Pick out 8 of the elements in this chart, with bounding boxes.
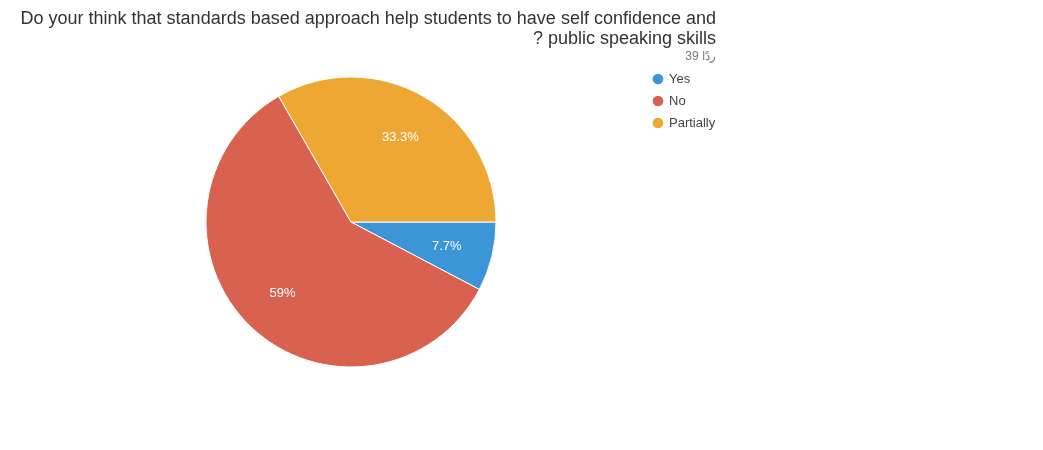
legend-label: No <box>669 93 686 108</box>
data-label: 59% <box>269 285 297 301</box>
legend-label: Yes <box>669 71 691 86</box>
data-label: 33.3% <box>381 128 420 144</box>
chart-title: Do your think that standards based approach help students to have self confidence and ? public speaking skills <box>20 8 716 48</box>
chart-subtitle: 39 ردًا <box>685 49 716 63</box>
legend-label: Partially <box>669 115 716 130</box>
data-label: 7.7% <box>431 237 462 253</box>
